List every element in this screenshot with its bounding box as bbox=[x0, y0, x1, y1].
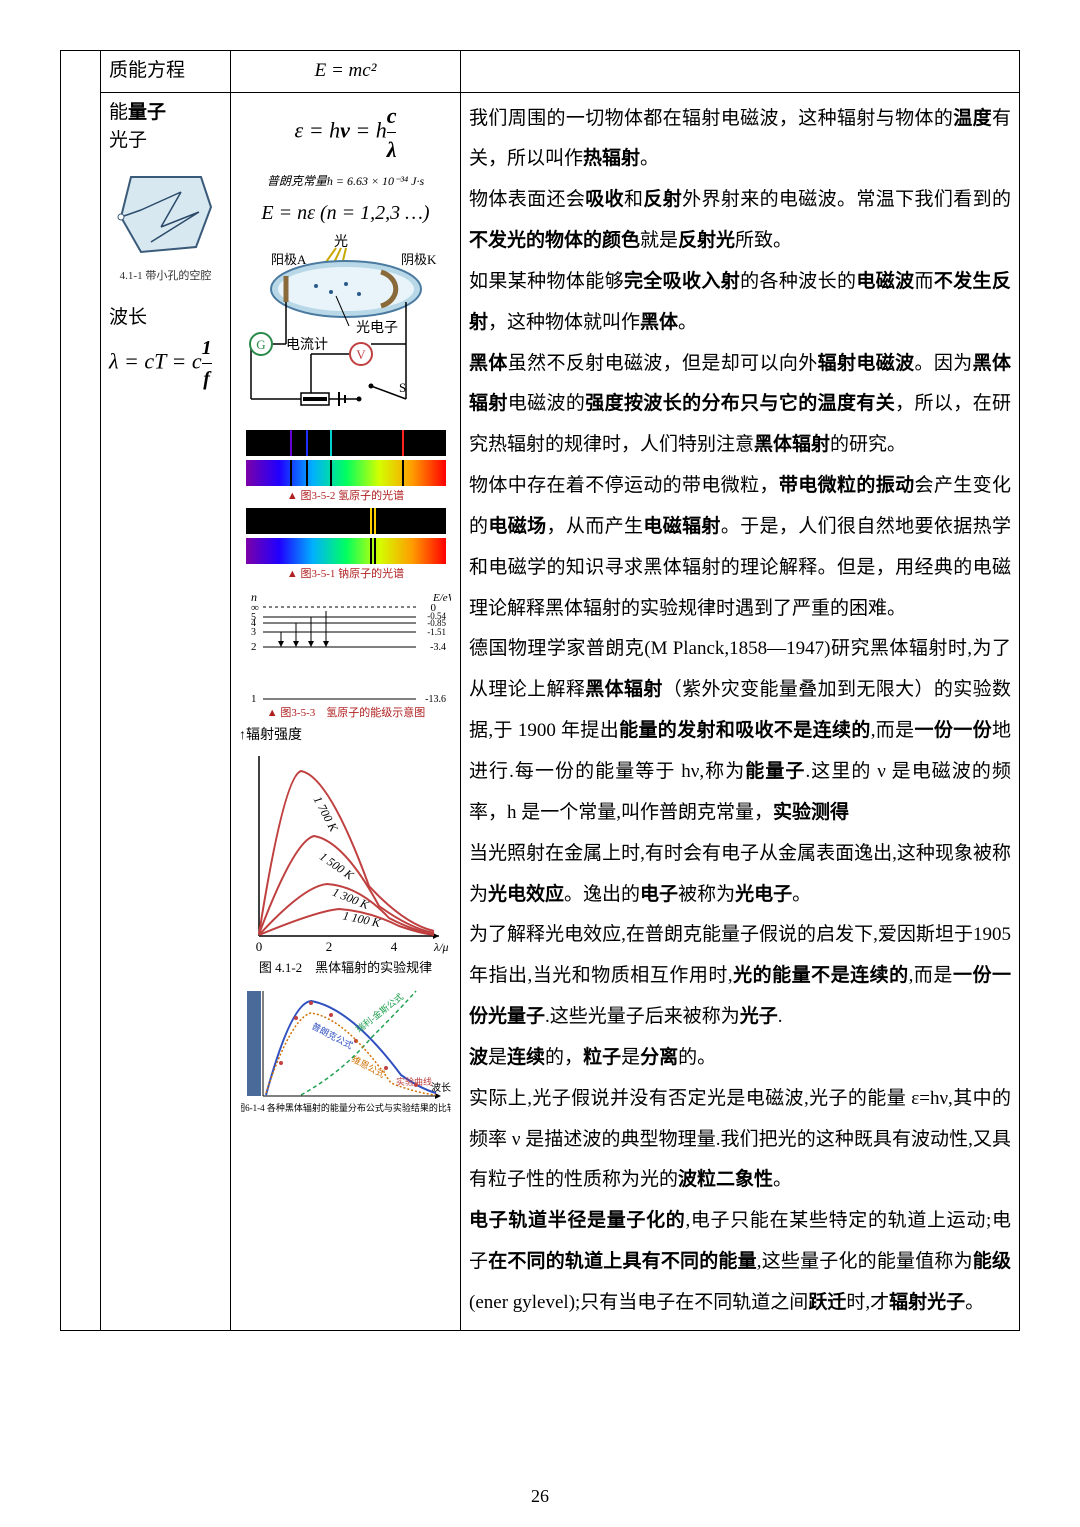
r2c1-l3: 波长 bbox=[109, 304, 222, 333]
svg-text:图6-1-4 各种黑体辐射的能量分布公式与实验结果的比较: 图6-1-4 各种黑体辐射的能量分布公式与实验结果的比较 bbox=[241, 1102, 451, 1113]
physics-table: 质能方程 E = mc² 能量子 光子 4.1-1 带小孔的空腔 波长 λ = … bbox=[60, 50, 1020, 1331]
svg-text:1: 1 bbox=[251, 693, 257, 705]
svg-text:1 100 K: 1 100 K bbox=[342, 908, 383, 930]
r2-col1: 能量子 光子 4.1-1 带小孔的空腔 波长 λ = cT = c1f bbox=[101, 92, 231, 1330]
r2-body: 我们周围的一切物体都在辐射电磁波，这种辐射与物体的温度有关，所以叫作热辐射。 物… bbox=[461, 92, 1020, 1330]
blackbody-chart: ↑辐射强度 0 2 4 λ/μm 1 700 K 1 500 K 1 300 K bbox=[239, 725, 452, 978]
planck-const: 普朗克常量h = 6.63 × 10⁻³⁴ J·s bbox=[239, 172, 452, 190]
svg-text:▲ 图3-5-3 氢原子的能级示意图: ▲ 图3-5-3 氢原子的能级示意图 bbox=[266, 705, 424, 719]
r1-empty bbox=[461, 51, 1020, 93]
svg-text:普朗克公式: 普朗克公式 bbox=[310, 1020, 355, 1051]
svg-text:G: G bbox=[256, 337, 265, 352]
comparison-chart: 辐射强度 波长 普朗克公式 瑞利-金斯公式 维恩公式 实验曲线 图6-1-4 各… bbox=[241, 983, 451, 1113]
cavity-caption: 4.1-1 带小孔的空腔 bbox=[109, 268, 222, 285]
svg-text:维恩公式: 维恩公式 bbox=[350, 1053, 387, 1080]
svg-text:光电子: 光电子 bbox=[356, 320, 398, 336]
svg-text:0: 0 bbox=[256, 939, 263, 954]
svg-text:瑞利-金斯公式: 瑞利-金斯公式 bbox=[353, 991, 405, 1035]
energy-levels: n E/eV ∞ 0 5-0.54 4-0.85 3-1.51 2-3.4 1-… bbox=[241, 589, 451, 719]
svg-text:辐射强度: 辐射强度 bbox=[269, 1033, 282, 1073]
r2c1-l1a: 能量子 bbox=[109, 102, 166, 123]
left-margin-cell bbox=[61, 51, 101, 1331]
svg-text:4: 4 bbox=[391, 939, 398, 954]
svg-text:-13.6: -13.6 bbox=[425, 694, 446, 705]
r1-formula: E = mc² bbox=[231, 51, 461, 93]
svg-text:2: 2 bbox=[326, 939, 333, 954]
svg-text:光: 光 bbox=[334, 234, 348, 250]
svg-text:-1.51: -1.51 bbox=[427, 627, 446, 637]
svg-text:1 500 K: 1 500 K bbox=[317, 849, 357, 883]
svg-text:电流计: 电流计 bbox=[286, 337, 328, 353]
svg-text:S: S bbox=[399, 380, 406, 395]
quantum-formula: ε = hν = hcλ bbox=[239, 99, 452, 166]
svg-text:阴极K: 阴极K bbox=[401, 252, 437, 267]
svg-text:3: 3 bbox=[251, 627, 256, 638]
r1-concept: 质能方程 bbox=[101, 51, 231, 93]
svg-text:V: V bbox=[356, 347, 366, 362]
sodium-spectrum: ▲ 图3-5-1 钠原子的光谱 bbox=[246, 508, 446, 583]
svg-text:-3.4: -3.4 bbox=[430, 642, 446, 653]
svg-text:2: 2 bbox=[251, 641, 257, 653]
svg-text:1 700 K: 1 700 K bbox=[311, 793, 342, 834]
page-number: 26 bbox=[0, 1486, 1080, 1507]
hydrogen-spectrum: ▲ 图3-5-2 氢原子的光谱 bbox=[246, 430, 446, 505]
cavity-icon bbox=[111, 162, 221, 262]
svg-text:λ/μm: λ/μm bbox=[433, 940, 449, 954]
r2-col2: ε = hν = hcλ 普朗克常量h = 6.63 × 10⁻³⁴ J·s E… bbox=[231, 92, 461, 1330]
energy-n-formula: E = nε (n = 1,2,3 …) bbox=[239, 198, 452, 228]
svg-text:阳极A: 阳极A bbox=[271, 252, 307, 267]
wavelength-formula: λ = cT = c1f bbox=[109, 333, 222, 394]
svg-text:实验曲线: 实验曲线 bbox=[396, 1076, 432, 1087]
r2c1-l2: 光子 bbox=[109, 127, 222, 156]
photocell-diagram: 光 阳极A 阴极K 光电子 G 电流计 bbox=[241, 234, 451, 424]
